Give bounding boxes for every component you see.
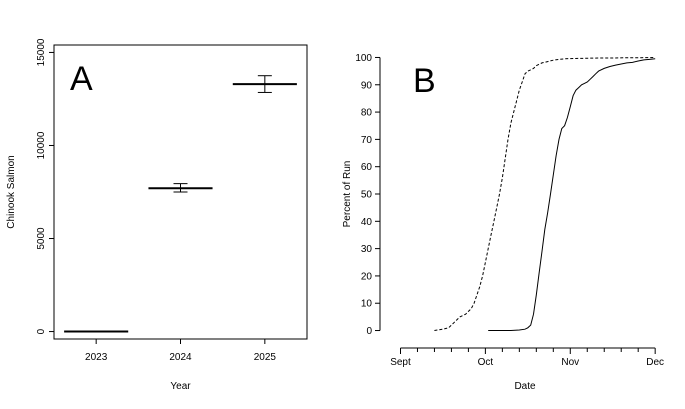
panel-b-y-tick-label: 10 — [361, 299, 373, 310]
panel-b: 0 10 20 30 40 50 60 70 80 90 100 Sept Oct Nov Dec B D… — [342, 53, 664, 392]
panel-b-y-axis-title: Percent of Run — [342, 161, 353, 228]
panel-a-x-tick-label: 2024 — [169, 352, 192, 363]
panel-a-y-tick-label: 10000 — [36, 131, 47, 159]
panel-a-letter: A — [70, 60, 93, 98]
series-line-solid — [488, 58, 656, 331]
panel-b-x-tick-label: Nov — [561, 357, 579, 368]
panel-a-y-axis-title: Chinook Salmon — [6, 155, 17, 228]
panel-b-y-tick-label: 90 — [361, 80, 373, 91]
panel-b-y-tick-label: 60 — [361, 162, 373, 173]
panel-a: 0 5000 10000 15000 2023 2024 2025 A Year Chin… — [6, 38, 308, 392]
panel-b-y-tick-label: 80 — [361, 108, 373, 119]
estimate-2024 — [148, 183, 213, 193]
panel-a-x-axis-title: Year — [170, 381, 191, 392]
estimate-2025 — [232, 75, 297, 93]
panel-b-x-tick-label: Dec — [646, 357, 664, 368]
panel-b-x-axis-title: Date — [514, 381, 536, 392]
panel-b-y-tick-label: 20 — [361, 271, 373, 282]
panel-b-y-tick-label: 30 — [361, 244, 373, 255]
panel-a-y-tick-label: 0 — [36, 328, 47, 334]
panel-b-y-tick-label: 0 — [366, 326, 372, 337]
panel-a-y-axis: 0 5000 10000 15000 — [36, 38, 54, 334]
panel-a-x-tick-label: 2023 — [85, 352, 108, 363]
panel-b-y-tick-label: 100 — [355, 53, 372, 64]
panel-b-x-tick-label: Sept — [390, 357, 411, 368]
panel-b-x-tick-label: Oct — [478, 357, 494, 368]
panel-b-series — [434, 57, 656, 331]
panel-b-letter: B — [413, 62, 436, 100]
panel-b-y-tick-label: 70 — [361, 135, 373, 146]
panel-b-y-tick-label: 40 — [361, 217, 373, 228]
panel-a-x-axis: 2023 2024 2025 — [85, 339, 276, 363]
panel-a-y-tick-label: 15000 — [36, 38, 47, 66]
panel-a-y-tick-label: 5000 — [36, 227, 47, 250]
panel-b-y-axis: 0 10 20 30 40 50 60 70 80 90 100 — [355, 53, 381, 337]
panel-b-y-tick-label: 50 — [361, 190, 373, 201]
series-line-dashed — [434, 57, 656, 331]
panel-a-estimates — [64, 75, 297, 333]
panel-b-x-axis: Sept Oct Nov Dec — [390, 347, 664, 368]
panel-a-x-tick-label: 2025 — [254, 352, 277, 363]
